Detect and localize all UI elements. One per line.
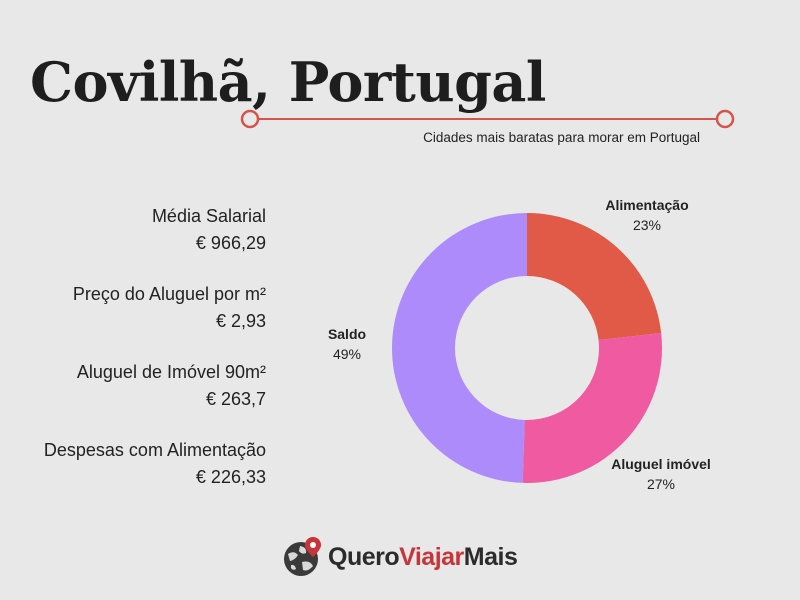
logo-text-mais: Mais	[463, 542, 518, 571]
stat-value: € 2,93	[215, 311, 266, 331]
logo-text-viajar: Viajar	[399, 542, 464, 571]
slice-value-label: 27%	[647, 476, 675, 492]
stat-preco-aluguel-m2: Preço do Aluguel por m² € 2,93	[73, 281, 266, 335]
globe-pin-icon	[284, 537, 321, 576]
underline-left-dot	[240, 109, 260, 129]
stat-value: € 966,29	[195, 233, 266, 253]
stat-value: € 226,33	[195, 467, 266, 487]
slice-value-label: 23%	[633, 217, 661, 233]
stat-label: Preço do Aluguel por m²	[72, 284, 266, 304]
subtitle: Cidades mais baratas para morar em Portu…	[423, 130, 700, 145]
slice-value-label: 49%	[333, 346, 361, 362]
slice-label: Aluguel imóvel	[611, 456, 711, 472]
stat-label: Despesas com Alimentação	[43, 440, 266, 460]
stat-label: Aluguel de Imóvel 90m²	[76, 362, 266, 382]
stat-aluguel-imovel: Aluguel de Imóvel 90m² € 263,7	[77, 359, 266, 413]
page-title: Covilhã, Portugal	[30, 50, 546, 114]
logo-text-quero: Quero	[328, 542, 400, 571]
slice-label: Saldo	[328, 326, 366, 342]
stat-media-salarial: Média Salarial € 966,29	[152, 203, 266, 257]
stat-value: € 263,7	[205, 389, 266, 409]
donut-slice-aluguel-imovel	[522, 333, 662, 483]
stat-despesas-alimentacao: Despesas com Alimentação € 226,33	[44, 437, 266, 491]
donut-slice-saldo	[391, 213, 527, 483]
slice-label: Alimentação	[605, 197, 688, 213]
donut-slice-alimentacao	[527, 213, 662, 341]
stat-label: Média Salarial	[151, 206, 266, 226]
underline-right-dot	[715, 109, 735, 129]
brand-logo: QueroViajarMais	[282, 535, 518, 579]
